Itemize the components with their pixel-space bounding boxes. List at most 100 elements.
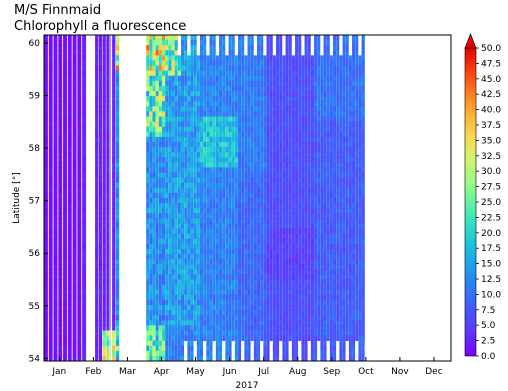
heatmap-cell xyxy=(72,45,77,51)
heatmap-cell xyxy=(152,310,156,316)
heatmap-cell xyxy=(187,243,191,250)
heatmap-cell xyxy=(266,75,270,82)
heatmap-cell xyxy=(301,162,305,168)
heatmap-cell xyxy=(209,106,213,112)
heatmap-cell xyxy=(48,218,53,224)
heatmap-cell xyxy=(212,269,216,275)
heatmap-cell xyxy=(181,75,185,82)
heatmap-cell xyxy=(209,315,213,321)
heatmap-cell xyxy=(222,55,226,61)
heatmap-cell xyxy=(282,340,286,347)
heatmap-cell xyxy=(146,259,150,265)
heatmap-cell xyxy=(165,75,169,82)
heatmap-cell xyxy=(184,223,188,229)
heatmap-cell xyxy=(106,80,110,87)
heatmap-cell xyxy=(193,70,197,77)
heatmap-cell xyxy=(98,50,103,56)
heatmap-cell xyxy=(165,121,169,128)
heatmap-cell xyxy=(106,340,110,347)
heatmap-cell xyxy=(244,55,248,61)
heatmap-cell xyxy=(203,274,207,280)
heatmap-cell xyxy=(102,187,106,194)
heatmap-cell xyxy=(168,91,172,97)
heatmap-cell xyxy=(228,315,232,321)
heatmap-cell xyxy=(53,101,58,107)
heatmap-cell xyxy=(206,91,210,97)
heatmap-cell xyxy=(272,152,276,158)
heatmap-cell xyxy=(333,279,337,285)
heatmap-cell xyxy=(44,345,48,352)
heatmap-cell xyxy=(106,345,110,352)
heatmap-cell xyxy=(168,294,172,301)
heatmap-cell xyxy=(314,106,318,112)
heatmap-cell xyxy=(333,65,337,72)
heatmap-cell xyxy=(279,269,283,275)
heatmap-cell xyxy=(106,45,110,51)
heatmap-cell xyxy=(174,315,178,321)
heatmap-cell xyxy=(155,70,159,77)
heatmap-cell xyxy=(225,101,229,107)
heatmap-cell xyxy=(307,279,311,285)
heatmap-cell xyxy=(209,75,213,82)
heatmap-cell xyxy=(63,233,67,240)
heatmap-cell xyxy=(304,91,308,97)
heatmap-cell xyxy=(58,198,63,204)
heatmap-cell xyxy=(106,177,110,184)
heatmap-cell xyxy=(307,157,311,163)
heatmap-cell xyxy=(323,330,327,336)
heatmap-cell xyxy=(190,213,194,219)
heatmap-cell xyxy=(238,187,242,194)
heatmap-cell xyxy=(228,106,232,112)
heatmap-cell xyxy=(48,213,53,219)
heatmap-cell xyxy=(272,55,276,61)
heatmap-cell xyxy=(260,233,264,240)
heatmap-cell xyxy=(307,264,311,270)
heatmap-cell xyxy=(115,243,120,250)
heatmap-cell xyxy=(53,208,58,214)
heatmap-cell xyxy=(72,60,77,66)
heatmap-cell xyxy=(231,131,235,138)
heatmap-cell xyxy=(215,238,219,245)
heatmap-cell xyxy=(206,284,210,291)
heatmap-cell xyxy=(222,289,226,296)
heatmap-cell xyxy=(48,152,53,158)
heatmap-cell xyxy=(200,111,204,117)
heatmap-cell xyxy=(77,126,82,133)
heatmap-cell xyxy=(77,284,82,291)
heatmap-cell xyxy=(266,325,270,331)
heatmap-cell xyxy=(115,192,120,199)
heatmap-cell xyxy=(102,330,106,336)
heatmap-cell xyxy=(63,60,67,66)
heatmap-cell xyxy=(190,116,194,122)
heatmap-cell xyxy=(106,304,110,311)
heatmap-cell xyxy=(329,228,333,235)
heatmap-cell xyxy=(158,101,162,107)
heatmap-cell xyxy=(58,299,63,306)
chart-title: M/S Finnmaid xyxy=(14,3,102,18)
heatmap-cell xyxy=(215,233,219,240)
heatmap-column xyxy=(193,35,197,342)
heatmap-cell xyxy=(323,279,327,285)
heatmap-cell xyxy=(304,152,308,158)
heatmap-cell xyxy=(269,279,273,285)
heatmap-cell xyxy=(146,264,150,270)
heatmap-cell xyxy=(102,198,106,204)
heatmap-cell xyxy=(333,187,337,194)
heatmap-cell xyxy=(200,80,204,87)
heatmap-cell xyxy=(158,152,162,158)
heatmap-cell xyxy=(307,177,311,184)
heatmap-cell xyxy=(250,198,254,204)
heatmap-cell xyxy=(102,35,106,41)
heatmap-cell xyxy=(44,238,48,245)
heatmap-cell xyxy=(336,243,340,250)
heatmap-cell xyxy=(165,274,169,280)
heatmap-cell xyxy=(288,157,292,163)
heatmap-cell xyxy=(339,131,343,138)
heatmap-cell xyxy=(288,294,292,301)
heatmap-cell xyxy=(247,294,251,301)
heatmap-cell xyxy=(304,70,308,77)
heatmap-cell xyxy=(106,162,110,168)
heatmap-cell xyxy=(158,233,162,240)
heatmap-cell xyxy=(310,70,314,77)
heatmap-cell xyxy=(244,279,248,285)
